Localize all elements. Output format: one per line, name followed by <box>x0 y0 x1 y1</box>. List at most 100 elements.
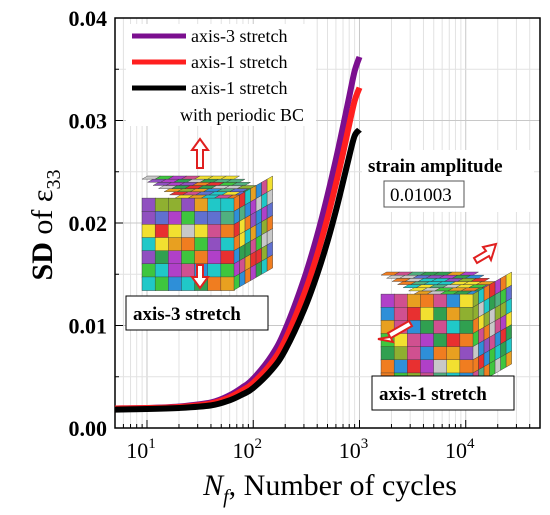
grain-cell <box>407 293 422 308</box>
grain-cell <box>446 320 461 335</box>
arrow-axis3-down <box>190 264 210 290</box>
grain-cell <box>433 333 448 348</box>
grain-cell <box>154 263 169 278</box>
y-label-prefix: SD <box>26 242 59 280</box>
series-layer <box>114 55 363 413</box>
grain-cell <box>470 278 491 282</box>
grain-cell <box>194 250 209 265</box>
grain-cell <box>380 307 395 322</box>
grain-cell <box>459 320 474 335</box>
grain-cell <box>433 293 448 308</box>
grain-cell <box>168 197 183 212</box>
series-line-2 <box>114 127 362 413</box>
plot-frame <box>114 17 541 429</box>
grain-cell <box>154 237 169 252</box>
legend-box <box>126 24 316 126</box>
y-tick-label: 0.01 <box>69 314 108 339</box>
grain-cell <box>141 276 156 291</box>
grain-cell <box>207 263 222 278</box>
grain-cell <box>220 250 235 265</box>
grain-cell <box>420 307 435 322</box>
grain-cell <box>446 333 461 348</box>
grain-cell <box>207 211 222 226</box>
grain-cell <box>231 182 252 186</box>
legend-label-periodic: axis-1 stretch <box>191 78 287 98</box>
grain-cell <box>433 346 448 361</box>
grain-cell <box>181 250 196 265</box>
grain-cell <box>459 271 480 276</box>
grain-cell <box>181 237 196 252</box>
grain-cell <box>141 263 156 278</box>
strain-amplitude-value-box <box>383 180 465 208</box>
x-tick-label: 101 <box>126 436 156 463</box>
grain-cell <box>194 237 209 252</box>
grain-cell <box>380 293 395 308</box>
grain-cell <box>168 224 183 239</box>
grain-cell <box>181 224 196 239</box>
grain-cell <box>181 263 196 278</box>
grain-cell <box>154 197 169 212</box>
grain-cell <box>168 237 183 252</box>
arrow-axis3-up <box>190 137 210 169</box>
grain-cell <box>407 333 422 348</box>
grain-cell <box>393 346 408 361</box>
grain-cell <box>194 197 209 212</box>
x-label-sub: f <box>223 486 231 508</box>
grain-cell <box>220 263 235 278</box>
grain-cell <box>433 320 448 335</box>
legend-label-axis1: axis-1 stretch <box>191 52 287 72</box>
strain-amplitude-value: 0.01003 <box>390 185 452 206</box>
grain-cell <box>459 346 474 361</box>
grain-cell <box>220 276 235 291</box>
x-label-rest: , Number of cycles <box>229 469 457 502</box>
legend: axis-3 stretch axis-1 stretch axis-1 str… <box>126 24 316 126</box>
grain-cell <box>141 250 156 265</box>
cube-axis1-illustration <box>380 271 513 387</box>
grain-cell <box>168 276 183 291</box>
grain-cell <box>141 237 156 252</box>
grain-cell <box>220 211 235 226</box>
arrow-axis1-right <box>472 242 498 265</box>
grain-cell <box>393 359 408 374</box>
grain-cell <box>446 307 461 322</box>
y-label-sub: 33 <box>43 170 65 190</box>
grain-cell <box>459 333 474 348</box>
grain-cell <box>407 359 422 374</box>
grain-cell <box>181 211 196 226</box>
grain-cell <box>433 307 448 322</box>
label-axis3: axis-3 stretch <box>133 304 241 325</box>
grain-cell <box>154 250 169 265</box>
y-label-mid: of ε <box>26 190 59 243</box>
y-tick-label: 0.02 <box>69 211 108 236</box>
grain-cell <box>220 224 235 239</box>
grain-cell <box>380 359 395 374</box>
grain-cell <box>181 197 196 212</box>
grain-cell <box>459 293 474 308</box>
grain-cell <box>154 276 169 291</box>
grain-cell <box>446 346 461 361</box>
x-label-symbol: N <box>202 469 225 502</box>
grain-cell <box>459 359 474 374</box>
grain-cell <box>141 224 156 239</box>
grain-cell <box>168 250 183 265</box>
grain-cell <box>380 346 395 361</box>
grain-cell <box>266 254 273 272</box>
grain-cell <box>225 178 246 183</box>
arrow-axis1-left <box>377 319 414 344</box>
y-axis-label: SD of ε33 <box>26 170 65 281</box>
grain-cell <box>420 333 435 348</box>
legend-label-axis3: axis-3 stretch <box>191 26 287 46</box>
grain-cell <box>446 293 461 308</box>
grain-cell <box>505 350 512 368</box>
label-axis1-box <box>371 375 515 411</box>
grain-cell <box>407 346 422 361</box>
grain-cell <box>393 293 408 308</box>
grain-cell <box>207 197 222 212</box>
x-axis-label: Nf, Number of cycles <box>202 469 457 508</box>
grain-cell <box>207 224 222 239</box>
grain-cell <box>420 320 435 335</box>
grain-cell <box>141 197 156 212</box>
grain-cell <box>207 276 222 291</box>
grain-cell <box>194 211 209 226</box>
